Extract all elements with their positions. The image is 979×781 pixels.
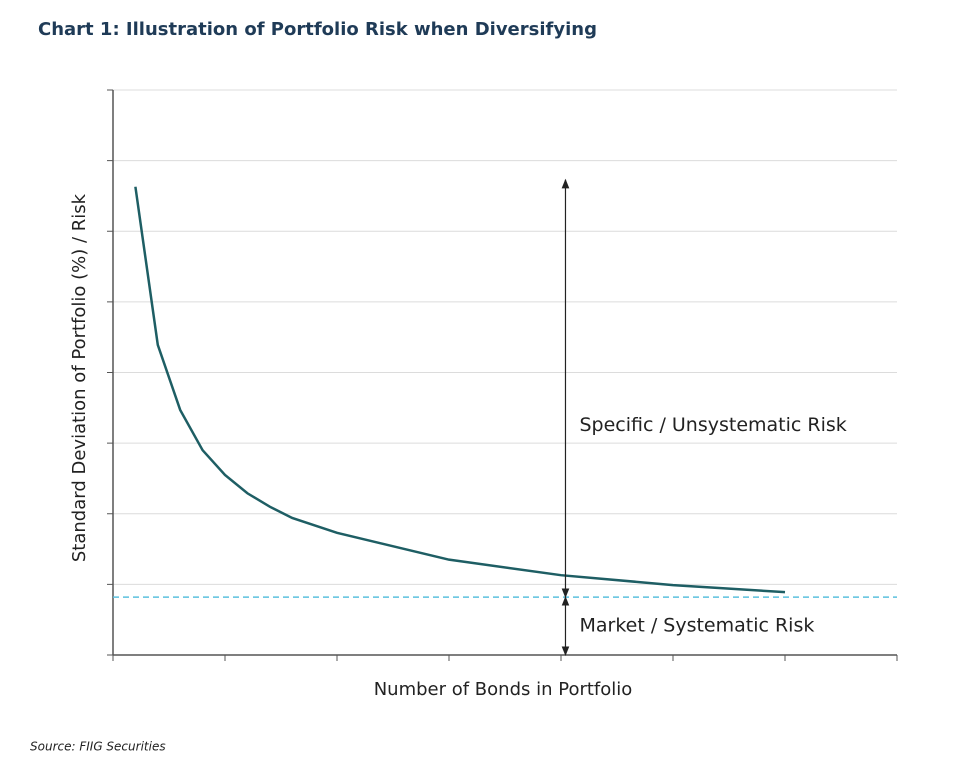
chart-title: Chart 1: Illustration of Portfolio Risk …	[38, 19, 597, 40]
annotation-label: Specific / Unsystematic Risk	[579, 414, 846, 436]
risk-curve	[134, 186, 786, 594]
annotation-label: Market / Systematic Risk	[579, 615, 814, 637]
source: Source: FIIG Securities	[30, 740, 166, 754]
x-axis-label: Number of Bonds in Portfolio	[374, 679, 633, 700]
y-axis-label: Standard Deviation of Portfolio (%) / Ri…	[69, 193, 90, 562]
